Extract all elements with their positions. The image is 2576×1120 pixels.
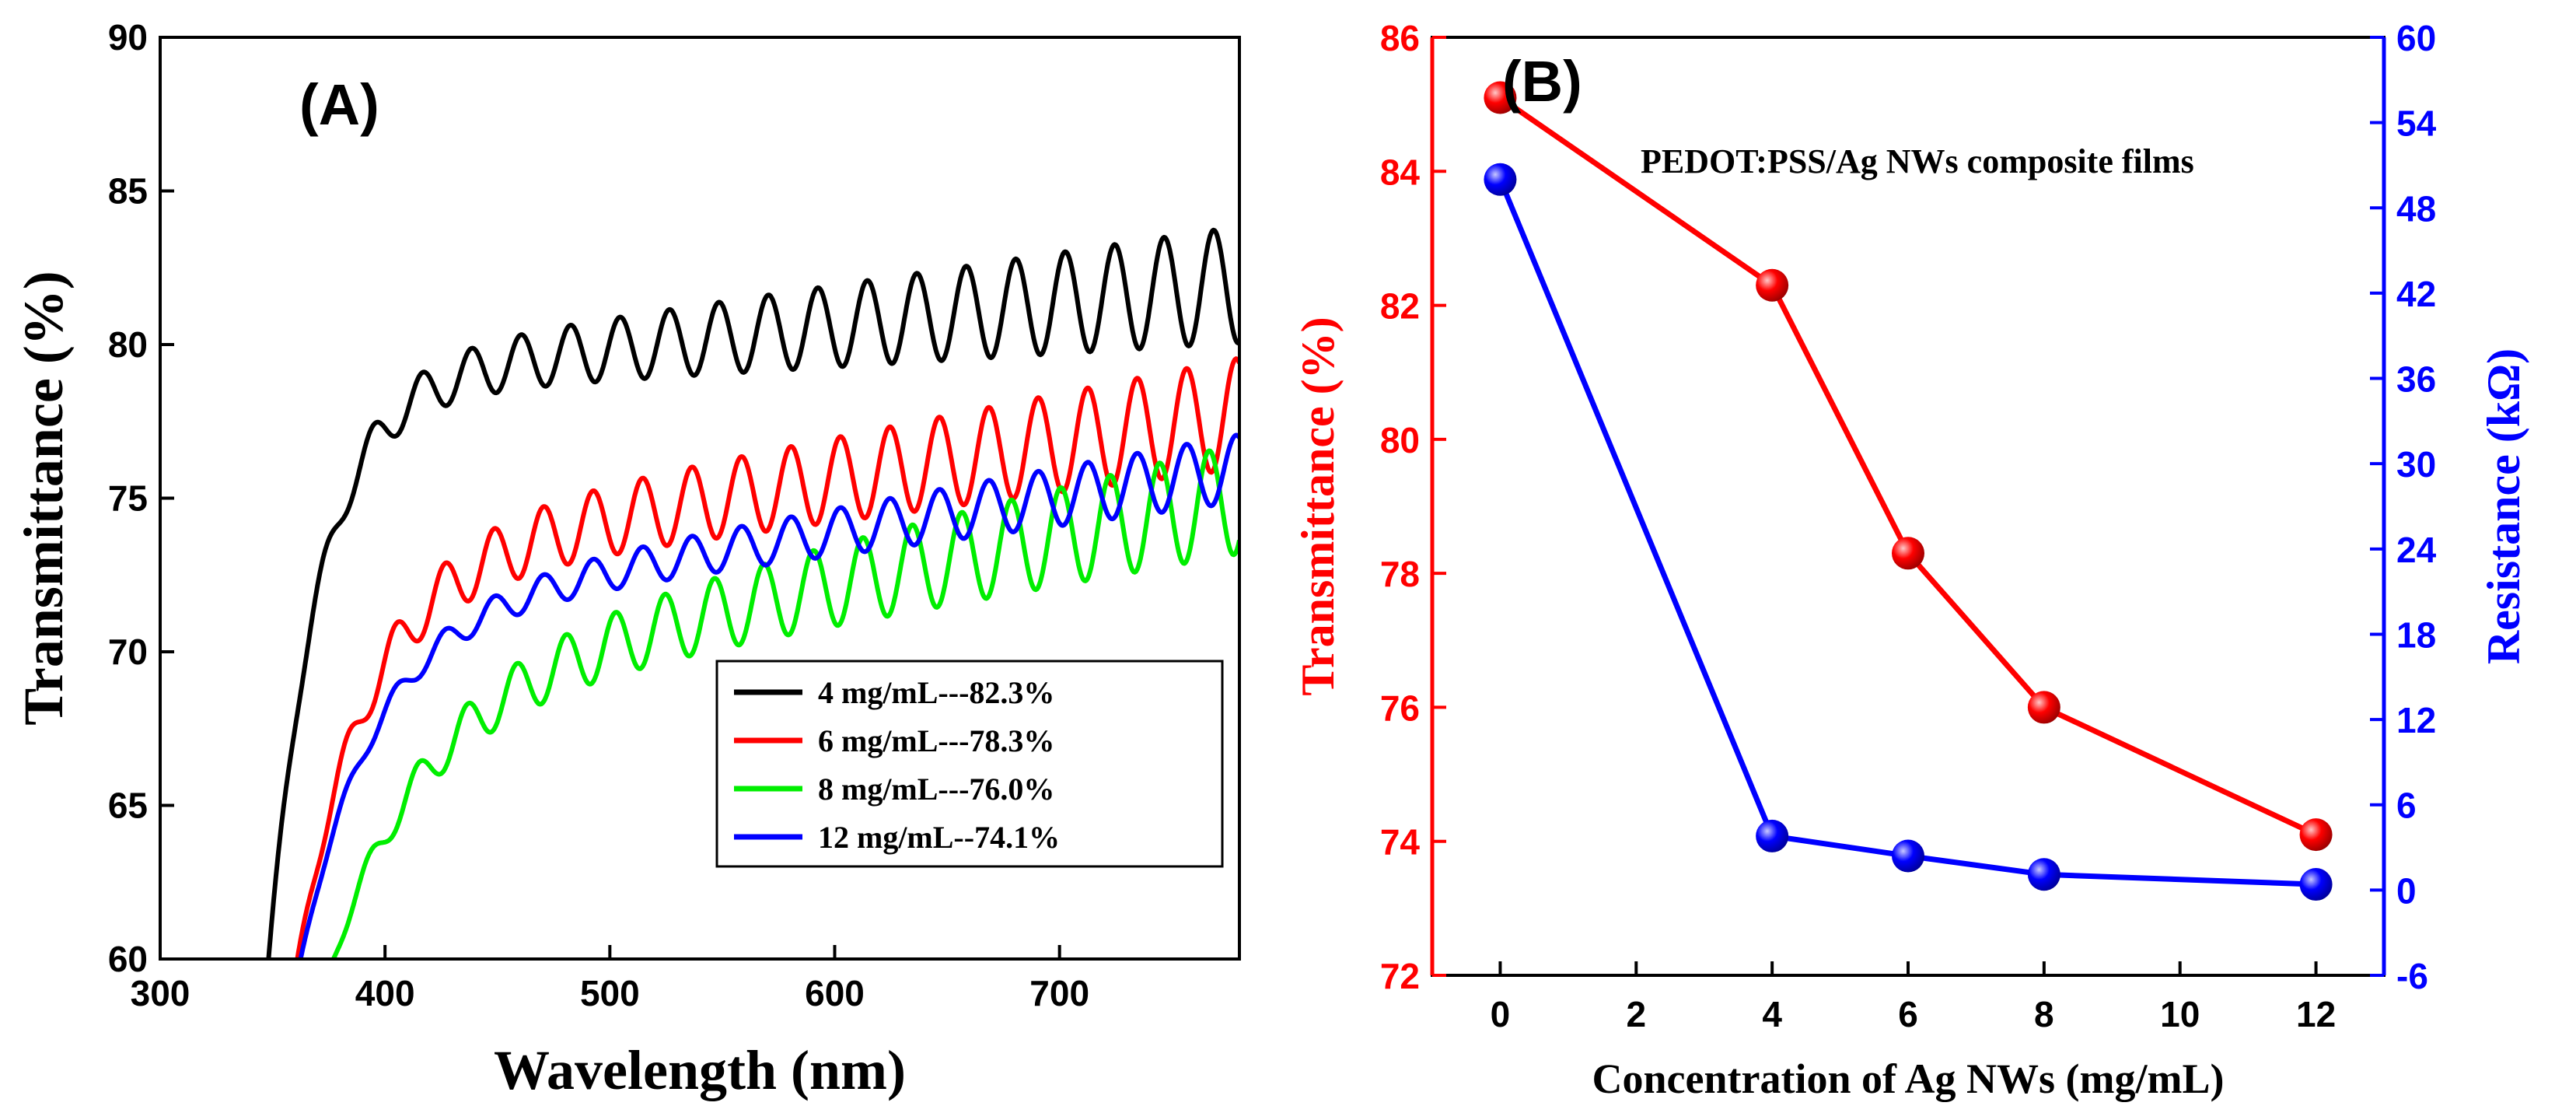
legend-label-0: 4 mg/mL---82.3% — [818, 675, 1054, 710]
y-tick-label-a: 70 — [108, 632, 148, 672]
y-tick-label-a: 75 — [108, 478, 148, 519]
x-tick-label-b: 6 — [1898, 994, 1918, 1034]
series-line-transmittance — [1498, 95, 2318, 838]
data-point-resistance — [2027, 858, 2060, 891]
y-tick-label-left: 74 — [1380, 822, 1421, 863]
y-tick-label-right: 54 — [2396, 103, 2437, 144]
x-axis-title-a: Wavelength (nm) — [494, 1039, 906, 1101]
legend-box-a — [715, 660, 1224, 868]
y-tick-label-left: 72 — [1380, 956, 1420, 996]
y-axis-title-right: Resistance (kΩ) — [2478, 348, 2529, 664]
y-tick-label-a: 80 — [108, 324, 148, 365]
data-point-transmittance — [1484, 81, 1517, 114]
x-axis-title-b: Concentration of Ag NWs (mg/mL) — [1592, 1055, 2225, 1102]
y-tick-label-a: 65 — [108, 786, 148, 826]
y-axis-title-left: Transmittance (%) — [1292, 317, 1344, 695]
spectrum-line-3 — [298, 432, 1239, 959]
data-point-transmittance — [1756, 268, 1789, 302]
chart-annotation: PEDOT:PSS/Ag NWs composite films — [1641, 142, 2194, 180]
data-point-resistance — [1484, 163, 1517, 196]
data-point-transmittance — [2299, 818, 2333, 852]
y-tick-label-right: 0 — [2396, 870, 2417, 911]
legend-label-2: 8 mg/mL---76.0% — [818, 772, 1054, 807]
data-point-resistance — [1892, 839, 1924, 873]
data-point-resistance — [2299, 868, 2333, 901]
panel-a: 300 400 500 600 700 60 65 70 75 80 85 90 Wavelength … — [12, 17, 1241, 1101]
x-tick-label-b: 4 — [1762, 994, 1782, 1034]
y-tick-label-right: 30 — [2396, 444, 2436, 485]
legend-label-3: 12 mg/mL--74.1% — [818, 820, 1060, 855]
y-axis-title-a: Transmittance (%) — [12, 271, 75, 726]
y-tick-label-right: 6 — [2396, 786, 2417, 826]
y-tick-label-right: 48 — [2396, 188, 2436, 229]
y-tick-label-a: 90 — [108, 17, 148, 58]
y-tick-label-right: 60 — [2396, 18, 2436, 58]
y-tick-label-right: 24 — [2396, 530, 2437, 570]
y-tick-label-a: 60 — [108, 939, 148, 979]
y-tick-label-right: 42 — [2396, 274, 2436, 314]
spectra-group — [266, 227, 1239, 959]
x-tick-label-a: 700 — [1029, 973, 1089, 1013]
spectrum-line-0 — [266, 227, 1239, 959]
panel-label-a: (A) — [299, 72, 379, 137]
x-tick-label-b: 10 — [2160, 994, 2200, 1034]
y-tick-label-left: 86 — [1380, 18, 1420, 58]
data-point-resistance — [1756, 819, 1789, 852]
y-tick-label-right: 12 — [2396, 700, 2436, 740]
x-tick-label-b: 2 — [1626, 994, 1646, 1034]
spectrum-line-2 — [330, 448, 1239, 959]
x-tick-label-b: 0 — [1491, 994, 1511, 1034]
x-tick-label-a: 300 — [131, 973, 190, 1013]
y-tick-label-left: 80 — [1380, 420, 1420, 460]
x-tick-label-a: 600 — [805, 973, 865, 1013]
x-tick-label-b: 8 — [2034, 994, 2054, 1034]
y-tick-label-left: 82 — [1380, 286, 1420, 327]
panel-label-b: (B) — [1502, 49, 1582, 114]
legend-label-1: 6 mg/mL---78.3% — [818, 723, 1054, 758]
y-tick-label-left: 84 — [1380, 152, 1421, 192]
spectrum-line-1 — [295, 356, 1239, 959]
x-tick-label-b: 12 — [2296, 994, 2336, 1034]
y-tick-label-a: 85 — [108, 171, 148, 212]
x-tick-label-a: 400 — [355, 973, 415, 1013]
y-tick-label-left: 76 — [1380, 688, 1420, 728]
data-point-transmittance — [2027, 691, 2060, 724]
x-tick-label-a: 500 — [580, 973, 640, 1013]
y-tick-label-right: -6 — [2396, 956, 2428, 996]
data-point-transmittance — [1892, 537, 1924, 570]
panel-b: 0 2 4 6 8 10 127274767880828486-60612182430364… — [1292, 18, 2529, 1102]
y-tick-label-right: 36 — [2396, 359, 2436, 400]
y-tick-label-left: 78 — [1380, 554, 1420, 594]
y-tick-label-right: 18 — [2396, 614, 2436, 655]
